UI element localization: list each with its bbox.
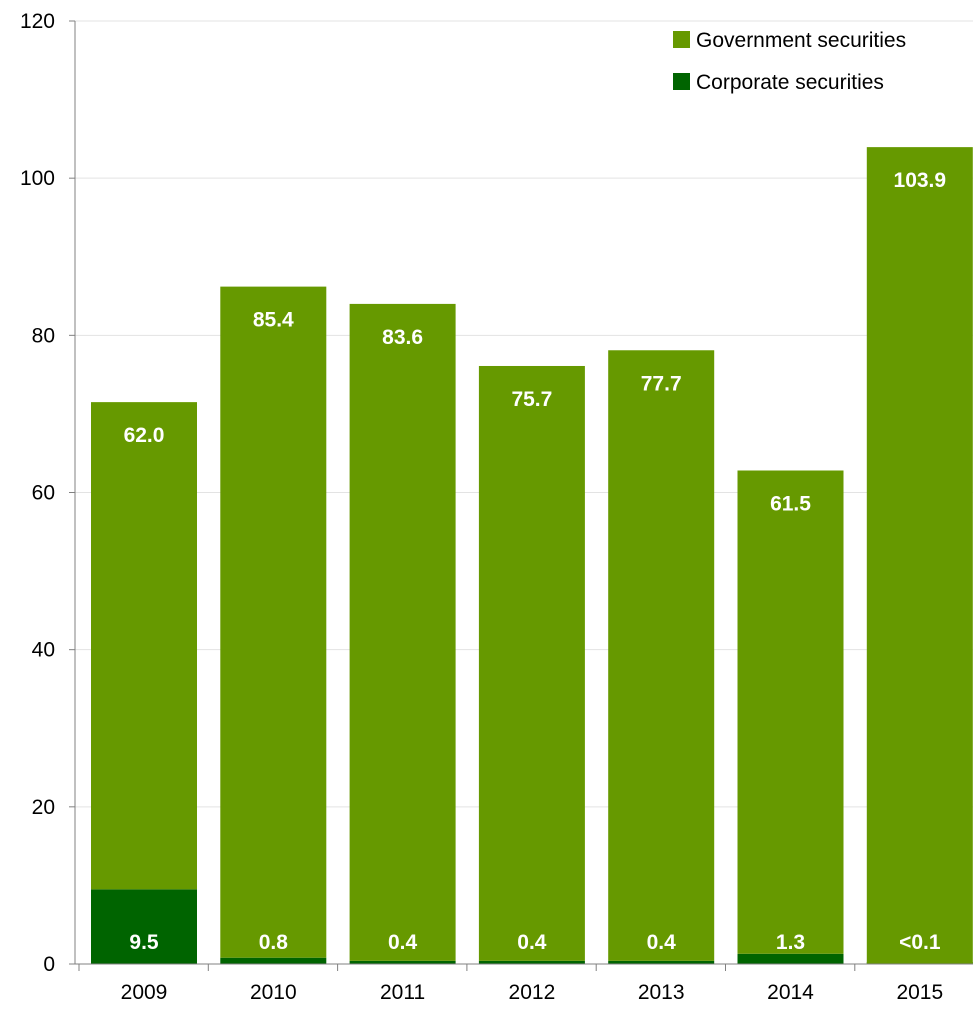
data-label-corporate-2009: 9.5 [129,931,159,954]
y-tick-label-100: 100 [20,167,55,190]
data-label-corporate-2014: 1.3 [776,931,805,954]
legend: Government securities Corporate securitie… [673,29,906,94]
bar-corporate-securities-2013 [608,960,715,964]
x-tick-label-2011: 2011 [380,981,425,1004]
data-label-corporate-2010: 0.8 [259,931,289,954]
bar-government-securities-2013 [608,350,715,961]
x-tick-label-2014: 2014 [767,981,814,1004]
y-tick-label-40: 40 [32,639,55,662]
legend-label-government-securities: Government securities [696,29,906,52]
bar-government-securities-2009 [91,402,197,890]
y-tick-label-0: 0 [43,953,55,976]
bar-government-securities-2011 [349,303,456,961]
bar-government-securities-2012 [478,365,585,961]
x-tick-label-2015: 2015 [896,981,943,1004]
data-label-corporate-2013: 0.4 [647,931,677,954]
bars [91,147,973,964]
bar-government-securities-2010 [220,286,327,958]
data-labels: 9.5 62.0 0.8 85.4 0.4 83.6 0.4 75.7 0.4 77.7 1.3 61… [124,169,947,954]
legend-swatch-government-securities [673,31,690,48]
x-tick-label-2010: 2010 [250,981,297,1004]
data-label-government-2015: 103.9 [894,169,947,192]
data-label-government-2011: 83.6 [382,326,423,349]
bar-corporate-securities-2012 [478,960,585,964]
legend-swatch-corporate-securities [673,73,690,90]
y-tick-label-20: 20 [32,796,55,819]
data-label-government-2014: 61.5 [770,492,811,515]
data-label-government-2013: 77.7 [641,372,682,395]
x-tick-label-2009: 2009 [121,981,168,1004]
bar-government-securities-2014 [737,470,844,954]
y-tick-label-60: 60 [32,482,55,505]
legend-label-corporate-securities: Corporate securities [696,71,884,94]
y-tick-label-80: 80 [32,324,55,347]
bar-government-securities-2015 [866,147,973,964]
data-label-government-2010: 85.4 [253,309,294,332]
bar-corporate-securities-2011 [349,960,456,964]
data-label-corporate-2012: 0.4 [517,931,547,954]
axes: 0 20 40 60 80 100 120 2009 2010 2011 2012 2013 2014 2… [20,10,973,1004]
data-label-corporate-2011: 0.4 [388,931,418,954]
y-tick-label-120: 120 [20,10,55,33]
bar-corporate-securities-2014 [737,953,844,964]
bar-corporate-securities-2010 [220,957,327,964]
x-tick-label-2013: 2013 [638,981,685,1004]
data-label-corporate-2015: <0.1 [899,931,941,954]
data-label-government-2009: 62.0 [124,424,165,447]
data-label-government-2012: 75.7 [511,388,552,411]
x-tick-label-2012: 2012 [509,981,556,1004]
bar-corporate-securities-2009 [91,889,197,964]
